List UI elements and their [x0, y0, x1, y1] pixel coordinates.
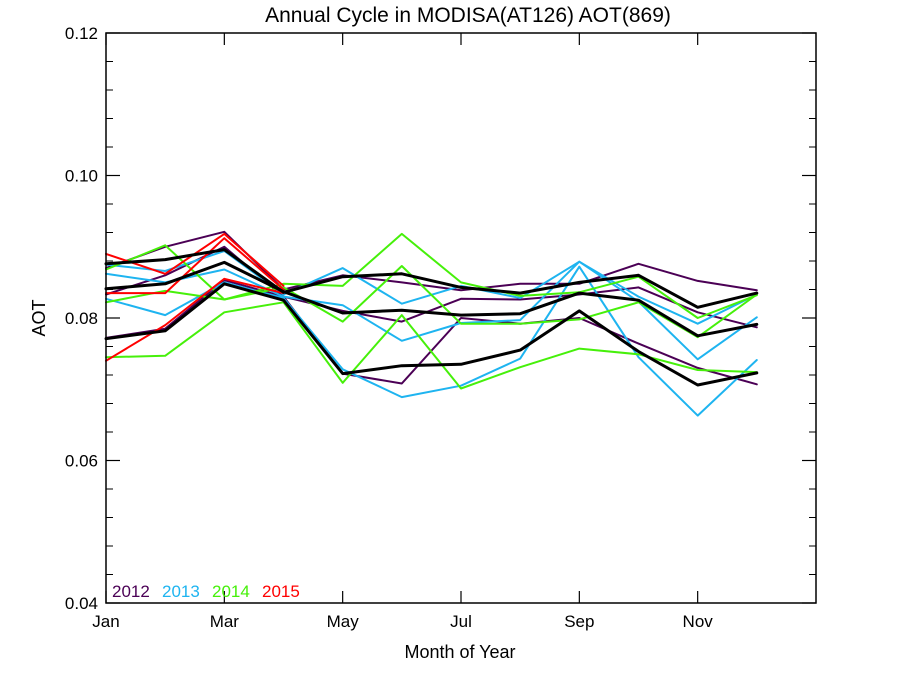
series-layer: [104, 230, 759, 417]
series-line-2013-5: [105, 265, 758, 417]
chart-title: Annual Cycle in MODISA(AT126) AOT(869): [265, 4, 671, 27]
series-line-mean-12: [104, 248, 759, 309]
series-line-mean-13: [104, 260, 759, 338]
series-line-mean-14: [104, 282, 759, 387]
x-tick-label: May: [327, 612, 360, 631]
y-tick-label: 0.08: [65, 309, 98, 328]
legend-label-2013: 2013: [162, 582, 200, 601]
series-line-2014-7: [105, 265, 758, 339]
legend-label-2015: 2015: [262, 582, 300, 601]
series-line-2015-10: [105, 237, 285, 295]
ticks-layer: Jan Mar May Jul Sep Nov 0.04 0.06 0.08 0.10 0.12: [65, 24, 816, 631]
x-tick-label: Sep: [564, 612, 594, 631]
y-tick-label: 0.10: [65, 167, 98, 186]
y-tick-label: 0.12: [65, 24, 98, 43]
y-tick-label: 0.04: [65, 594, 98, 613]
x-tick-label: Nov: [683, 612, 714, 631]
series-line-2012-0: [105, 230, 758, 292]
legend: 2012 2013 2014 2015: [112, 582, 300, 601]
series-line-2015-11: [105, 277, 285, 362]
x-tick-label: Mar: [210, 612, 240, 631]
y-tick-label: 0.06: [65, 452, 98, 471]
legend-label-2012: 2012: [112, 582, 150, 601]
series-line-2013-4: [105, 260, 758, 361]
x-axis-label: Month of Year: [404, 642, 515, 662]
x-tick-label: Jul: [450, 612, 472, 631]
x-tick-label: Jan: [92, 612, 119, 631]
legend-label-2014: 2014: [212, 582, 250, 601]
y-axis-label: AOT: [29, 299, 49, 336]
